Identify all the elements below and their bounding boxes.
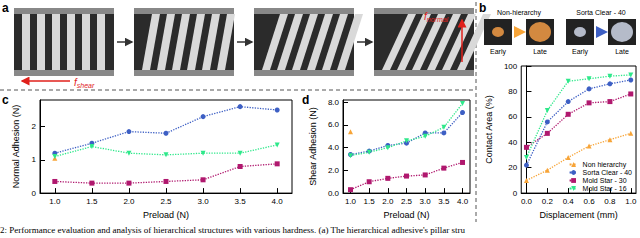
svg-text:3.5: 3.5 bbox=[438, 197, 450, 206]
svg-text:Early: Early bbox=[490, 48, 506, 56]
svg-text:1.5: 1.5 bbox=[86, 197, 98, 206]
svg-text:60: 60 bbox=[508, 112, 517, 121]
svg-text:3.0: 3.0 bbox=[197, 197, 209, 206]
svg-text:6.0: 6.0 bbox=[328, 120, 340, 129]
svg-text:Late: Late bbox=[615, 48, 629, 55]
svg-text:2: 2 bbox=[32, 122, 37, 131]
svg-text:100: 100 bbox=[504, 62, 518, 71]
svg-text:Late: Late bbox=[533, 48, 547, 55]
svg-text:1.0: 1.0 bbox=[49, 197, 61, 206]
svg-text:Preload (N): Preload (N) bbox=[143, 210, 189, 220]
html-text:2: Performance evaluation and: 2: Performance evaluation and analysis o… bbox=[0, 225, 465, 235]
svg-text:Non hierarchy: Non hierarchy bbox=[583, 161, 627, 169]
svg-text:0.0: 0.0 bbox=[521, 197, 533, 206]
svg-text:4.0: 4.0 bbox=[272, 197, 284, 206]
svg-text:fshear: fshear bbox=[74, 77, 95, 89]
svg-text:d: d bbox=[302, 93, 309, 107]
svg-text:80: 80 bbox=[508, 87, 517, 96]
svg-text:fnormal: fnormal bbox=[424, 11, 449, 23]
svg-text:c: c bbox=[2, 93, 9, 107]
svg-text:Displacement (mm): Displacement (mm) bbox=[540, 210, 618, 220]
svg-text:a: a bbox=[2, 1, 9, 15]
svg-text:4.0: 4.0 bbox=[328, 143, 340, 152]
svg-text:4.0: 4.0 bbox=[457, 197, 469, 206]
svg-text:8.0: 8.0 bbox=[328, 98, 340, 107]
svg-text:40: 40 bbox=[508, 138, 517, 147]
svg-text:Contact Area (%): Contact Area (%) bbox=[484, 95, 494, 164]
svg-text:Early: Early bbox=[572, 48, 588, 56]
svg-text:2.5: 2.5 bbox=[401, 197, 413, 206]
svg-text:Normal Adhesion (N): Normal Adhesion (N) bbox=[11, 105, 21, 189]
svg-text:1: 1 bbox=[32, 155, 37, 164]
svg-text:2.0: 2.0 bbox=[382, 197, 394, 206]
svg-text:b: b bbox=[479, 1, 486, 15]
svg-text:0: 0 bbox=[32, 189, 37, 198]
svg-text:1.0: 1.0 bbox=[625, 197, 637, 206]
svg-text:Sorta Clear - 40: Sorta Clear - 40 bbox=[576, 9, 626, 16]
svg-text:0.4: 0.4 bbox=[563, 197, 575, 206]
svg-text:2.0: 2.0 bbox=[328, 166, 340, 175]
svg-text:0: 0 bbox=[513, 189, 518, 198]
svg-text:Preload (N): Preload (N) bbox=[384, 210, 430, 220]
svg-text:3.5: 3.5 bbox=[235, 197, 247, 206]
svg-text:0.6: 0.6 bbox=[583, 197, 595, 206]
svg-text:0.0: 0.0 bbox=[328, 189, 340, 198]
svg-text:Sorta Clear - 40: Sorta Clear - 40 bbox=[583, 169, 633, 176]
svg-text:1.5: 1.5 bbox=[364, 197, 376, 206]
svg-text:20: 20 bbox=[508, 163, 517, 172]
svg-text:3.0: 3.0 bbox=[420, 197, 432, 206]
svg-text:Mold Star - 16: Mold Star - 16 bbox=[583, 185, 627, 192]
svg-text:1.0: 1.0 bbox=[345, 197, 357, 206]
svg-text:0.2: 0.2 bbox=[542, 197, 554, 206]
svg-text:0.8: 0.8 bbox=[604, 197, 616, 206]
svg-text:Mold Star - 30: Mold Star - 30 bbox=[583, 177, 627, 184]
svg-text:2.5: 2.5 bbox=[160, 197, 172, 206]
svg-text:2.0: 2.0 bbox=[123, 197, 135, 206]
svg-text:Non-hierarchy: Non-hierarchy bbox=[497, 9, 541, 17]
svg-text:Shear Adhesion (N): Shear Adhesion (N) bbox=[308, 107, 318, 186]
